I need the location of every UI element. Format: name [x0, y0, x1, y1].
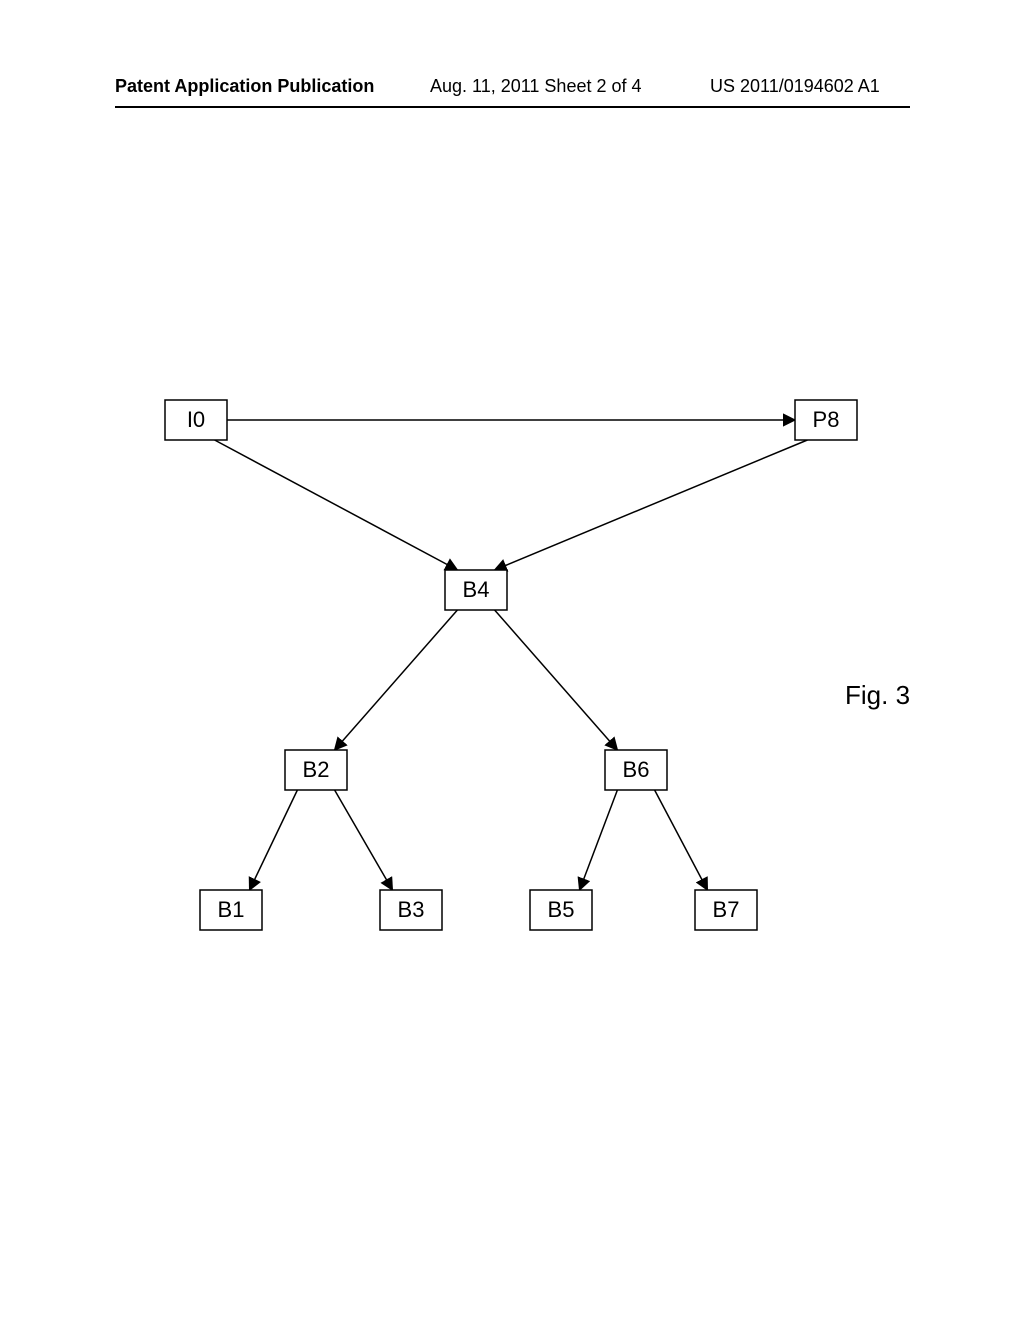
node-B7: B7: [695, 890, 757, 930]
node-I0: I0: [165, 400, 227, 440]
header-left: Patent Application Publication: [115, 76, 374, 97]
node-label-B6: B6: [623, 757, 650, 782]
node-label-B2: B2: [303, 757, 330, 782]
edge-P8-B4: [495, 440, 808, 570]
header-center: Aug. 11, 2011 Sheet 2 of 4: [430, 76, 642, 97]
node-label-B5: B5: [548, 897, 575, 922]
node-B4: B4: [445, 570, 507, 610]
node-label-B4: B4: [463, 577, 490, 602]
edge-B6-B5: [580, 790, 618, 890]
node-B3: B3: [380, 890, 442, 930]
node-label-I0: I0: [187, 407, 205, 432]
figure-3-diagram: I0 P8 B4 B2 B6 B1 B3 B5 B7: [115, 390, 915, 950]
edge-B2-B1: [250, 790, 298, 890]
node-B1: B1: [200, 890, 262, 930]
edge-I0-B4: [215, 440, 458, 570]
header-rule: [115, 106, 910, 108]
node-label-B1: B1: [218, 897, 245, 922]
page: Patent Application Publication Aug. 11, …: [0, 0, 1024, 1320]
edge-B4-B2: [335, 610, 458, 750]
figure-label: Fig. 3: [845, 680, 910, 711]
node-B6: B6: [605, 750, 667, 790]
node-B2: B2: [285, 750, 347, 790]
node-B5: B5: [530, 890, 592, 930]
edge-B2-B3: [335, 790, 393, 890]
node-label-P8: P8: [813, 407, 840, 432]
edge-B6-B7: [655, 790, 708, 890]
node-label-B3: B3: [398, 897, 425, 922]
header-right: US 2011/0194602 A1: [710, 76, 880, 97]
node-label-B7: B7: [713, 897, 740, 922]
edge-B4-B6: [495, 610, 618, 750]
node-P8: P8: [795, 400, 857, 440]
